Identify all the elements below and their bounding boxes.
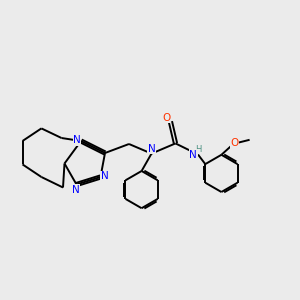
- Text: N: N: [189, 149, 197, 160]
- Text: O: O: [230, 138, 238, 148]
- Text: N: N: [100, 171, 108, 182]
- Text: O: O: [163, 113, 171, 123]
- Text: N: N: [72, 184, 80, 195]
- Text: N: N: [148, 143, 156, 154]
- Text: H: H: [195, 145, 202, 154]
- Text: N: N: [73, 135, 81, 146]
